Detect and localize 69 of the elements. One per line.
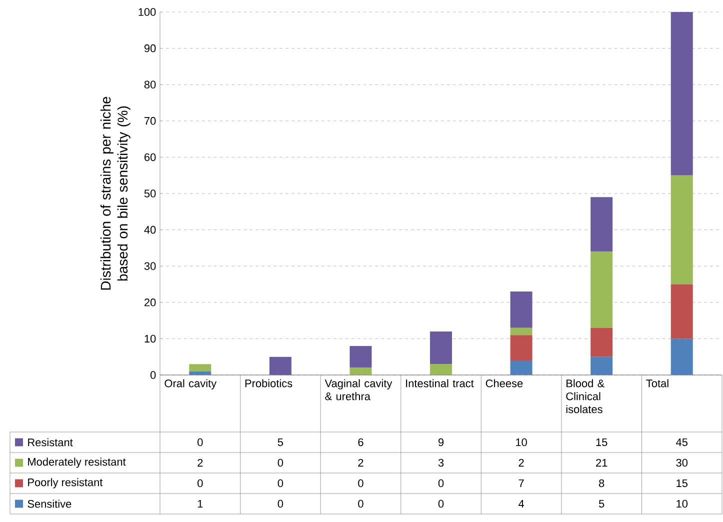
bar [590, 328, 613, 357]
data-label: 0 [198, 479, 203, 488]
data-label: 2 [198, 458, 203, 467]
data-label: 10 [676, 500, 688, 508]
legend-label: Poorly resistant [28, 478, 103, 488]
bar [510, 360, 532, 376]
data-label: 5 [278, 438, 284, 446]
bar [670, 12, 693, 176]
data-label: 2 [518, 458, 524, 467]
data-label: 15 [596, 438, 608, 446]
bar [670, 175, 693, 284]
y-tick-label: 20 [144, 298, 156, 306]
data-label: 45 [676, 438, 688, 446]
bar [590, 252, 613, 328]
data-label: 15 [676, 479, 688, 488]
data-label: 0 [278, 479, 284, 488]
bar [350, 346, 372, 368]
y-axis-title: Distribution of strains per niche based on bile sensitivity (%) [100, 96, 130, 290]
data-label: 3 [438, 458, 444, 467]
y-tick-label: 80 [144, 80, 156, 88]
y-tick-label: 50 [144, 190, 156, 198]
data-label: 0 [358, 479, 364, 488]
data-label: 30 [676, 458, 688, 467]
data-label: 2 [358, 458, 364, 467]
bar [350, 368, 372, 376]
data-label: 8 [599, 479, 604, 488]
data-label: 0 [358, 500, 364, 508]
x-tick-label: Probiotics [245, 379, 292, 388]
bar [189, 364, 212, 372]
data-label: 0 [278, 500, 284, 508]
data-label: 1 [198, 500, 203, 508]
data-label: 5 [598, 500, 604, 508]
bar [670, 338, 693, 376]
data-label: 4 [518, 500, 524, 508]
bar [269, 356, 292, 376]
y-tick-label: 30 [144, 262, 156, 270]
bar [590, 356, 613, 376]
bar [510, 328, 532, 336]
data-label: 10 [516, 438, 527, 446]
x-tick-label: Vaginal cavity & urethra [324, 379, 392, 400]
y-tick-label: 10 [144, 334, 156, 343]
data-label: 0 [438, 500, 444, 508]
data-label: 0 [438, 479, 444, 488]
legend-label: Resistant [28, 438, 73, 446]
bar [590, 197, 613, 252]
x-tick-label: Oral cavity [164, 379, 217, 390]
legend-label: Moderately resistant [28, 458, 126, 468]
y-tick-label: 70 [144, 117, 156, 125]
data-label: 0 [278, 458, 284, 467]
x-tick-label: Total [646, 379, 668, 388]
x-tick-label: Intestinal tract [406, 379, 474, 388]
bar [510, 335, 532, 360]
data-label: 9 [438, 438, 444, 446]
y-tick-label: 90 [144, 44, 156, 52]
y-tick-label: 100 [138, 8, 156, 16]
x-tick-label: Blood & Clinical isolates [566, 379, 604, 414]
x-tick-label: Cheese [486, 379, 523, 388]
data-label: 7 [518, 479, 524, 488]
data-label: 6 [358, 438, 364, 446]
legend-label: Sensitive [28, 500, 72, 508]
bar [510, 292, 532, 328]
bar [430, 331, 452, 364]
bar [670, 284, 693, 339]
data-label: 21 [596, 458, 608, 467]
y-tick-label: 60 [144, 153, 156, 162]
y-tick-label: 0 [150, 371, 156, 379]
data-label: 0 [198, 438, 203, 446]
bar [430, 364, 452, 376]
y-tick-label: 40 [144, 226, 156, 234]
